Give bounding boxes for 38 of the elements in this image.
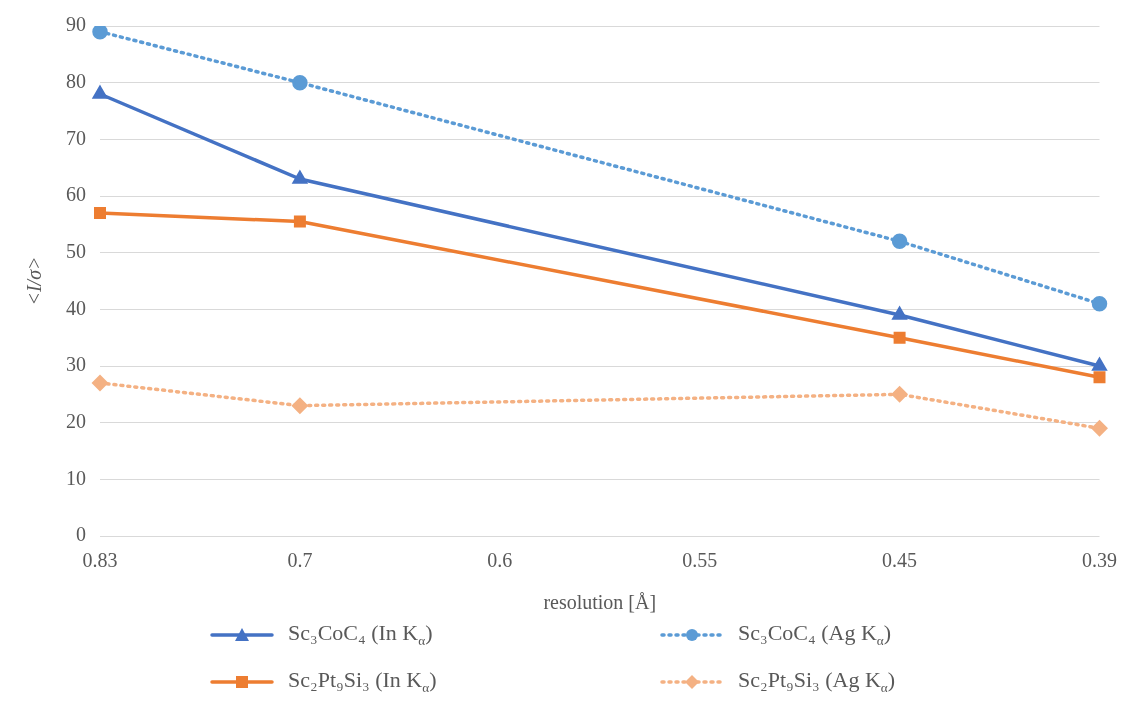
x-tick-label: 0.6 (487, 549, 513, 572)
y-tick-label: 60 (66, 183, 86, 206)
point (92, 375, 108, 391)
y-tick-label: 40 (66, 296, 86, 319)
y-tick-label: 10 (66, 466, 86, 489)
point (92, 26, 108, 40)
x-tick-label: 0.39 (1082, 549, 1117, 572)
legend-label: Sc₃CoC₄ (In K$_{α}$) (288, 620, 433, 650)
point (292, 74, 308, 91)
point (1092, 358, 1107, 371)
point (1091, 420, 1108, 437)
point (1091, 295, 1108, 312)
legend-label: Sc₃CoC₄ (Ag K$_{α}$) (738, 620, 892, 650)
point (292, 171, 307, 184)
x-tick-label: 0.45 (882, 549, 918, 572)
legend-label: Sc₂Pt₉Si₃ (Ag K$_{α}$) (738, 667, 896, 697)
x-tick-label: 0.83 (82, 549, 118, 572)
point (891, 386, 908, 403)
y-tick-label: 70 (66, 126, 86, 149)
x-tick-label: 0.7 (287, 549, 313, 572)
y-tick-label: 80 (66, 69, 86, 92)
y-tick-label: 90 (66, 13, 86, 36)
point (893, 331, 906, 344)
y-tick-label: 0 (76, 523, 86, 546)
point (94, 207, 106, 219)
point (892, 307, 907, 320)
point (891, 233, 908, 250)
x-axis-title: resolution [Å] (543, 591, 657, 614)
y-tick-label: 30 (66, 353, 86, 376)
y-axis-title: <I/σ> (23, 256, 46, 306)
y-tick-label: 50 (66, 239, 86, 262)
point (1093, 371, 1106, 384)
legend-label: Sc₂Pt₉Si₃ (In K$_{α}$) (288, 667, 437, 697)
x-tick-label: 0.55 (682, 549, 718, 572)
point (292, 397, 308, 414)
y-tick-label: 20 (66, 409, 86, 432)
point (293, 215, 306, 228)
point (93, 86, 107, 99)
